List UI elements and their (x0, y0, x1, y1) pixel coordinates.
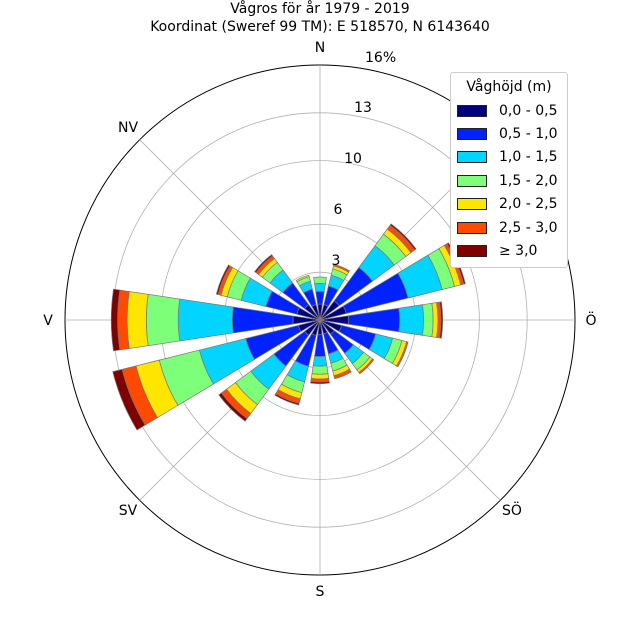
bar-dir11-bin6 (112, 368, 146, 431)
bar-dir4-bin3 (422, 302, 434, 338)
chart-subtitle: Koordinat (Sweref 99 TM): E 518570, N 61… (150, 19, 490, 35)
legend-label: ≥ 3,0 (499, 243, 538, 260)
legend-label: 2,0 - 2,5 (499, 196, 558, 213)
direction-label-N: N (315, 40, 325, 56)
bar-dir12-bin3 (146, 293, 181, 347)
bar-dir4-bin6 (439, 301, 444, 339)
direction-label-NV: NV (118, 120, 138, 136)
radial-tick-label-2: 10 (344, 151, 362, 167)
legend-label: 0,0 - 0,5 (499, 102, 558, 119)
bar-dir4-bin1 (347, 307, 401, 333)
legend-swatch (457, 198, 487, 211)
bar-dir4-bin2 (398, 304, 424, 336)
legend-swatch (457, 221, 487, 234)
bar-dir0-bin2 (314, 282, 326, 293)
legend-label: 1,5 - 2,0 (499, 172, 558, 189)
chart-title: Vågros för år 1979 - 2019 (230, 1, 410, 17)
legend-entry-2: 1,0 - 1,5 (451, 146, 567, 169)
bar-dir5-bin5 (396, 341, 409, 368)
legend-label: 0,5 - 1,0 (499, 126, 558, 143)
bar-dir8-bin4 (310, 373, 330, 380)
bar-dir9-bin6 (274, 393, 300, 406)
bar-dir1-bin5 (333, 263, 351, 273)
legend-label: 1,0 - 1,5 (499, 149, 558, 166)
legend-entry-1: 0,5 - 1,0 (451, 122, 567, 145)
bar-dir8-bin1 (314, 333, 326, 358)
bar-dir12-bin6 (110, 288, 121, 352)
legend-entry-6: ≥ 3,0 (451, 239, 567, 262)
legend-entry-3: 1,5 - 2,0 (451, 169, 567, 192)
direction-label-Ö: Ö (585, 311, 596, 329)
legend-swatch (457, 151, 487, 164)
legend: Våghöjd (m) 0,0 - 0,5 0,5 - 1,0 1,0 - 1,5 1… (450, 72, 568, 268)
radial-tick-label-1: 6 (334, 202, 343, 218)
legend-entry-0: 0,0 - 0,5 (451, 99, 567, 122)
bar-dir15-bin4 (295, 274, 310, 283)
bar-dir12-bin2 (177, 298, 234, 342)
legend-swatch (457, 128, 487, 141)
legend-label: 2,5 - 3,0 (499, 219, 558, 236)
bar-dir13-bin6 (215, 264, 231, 295)
bar-dir12-bin4 (126, 291, 149, 349)
bar-dir10-bin6 (218, 392, 248, 422)
bar-dir8-bin3 (311, 365, 329, 375)
bar-dir2-bin6 (389, 223, 417, 251)
legend-entry-5: 2,5 - 3,0 (451, 216, 567, 239)
bar-dir14-bin6 (254, 254, 274, 274)
bar-dir7-bin5 (333, 368, 352, 380)
bar-dir6-bin5 (358, 358, 375, 375)
legend-swatch (457, 245, 487, 258)
radial-tick-label-4: 16% (365, 50, 396, 66)
radial-tick-label-3: 13 (354, 100, 372, 116)
bar-dir8-bin6 (310, 381, 330, 385)
legend-swatch (457, 174, 487, 187)
direction-label-V: V (43, 313, 53, 329)
bars-group (110, 223, 466, 431)
direction-label-SÖ: SÖ (502, 501, 522, 519)
bar-dir0-bin3 (313, 276, 327, 285)
radial-tick-label-0: 3 (332, 253, 341, 269)
chart-title-block: Vågros för år 1979 - 2019 Koordinat (Swe… (0, 0, 640, 36)
bar-dir0-bin1 (315, 290, 325, 305)
legend-entry-4: 2,0 - 2,5 (451, 193, 567, 216)
direction-label-S: S (316, 584, 325, 600)
legend-swatch (457, 104, 487, 117)
bar-dir8-bin2 (312, 355, 328, 367)
direction-label-SV: SV (119, 503, 138, 519)
legend-title: Våghöjd (m) (466, 79, 552, 95)
